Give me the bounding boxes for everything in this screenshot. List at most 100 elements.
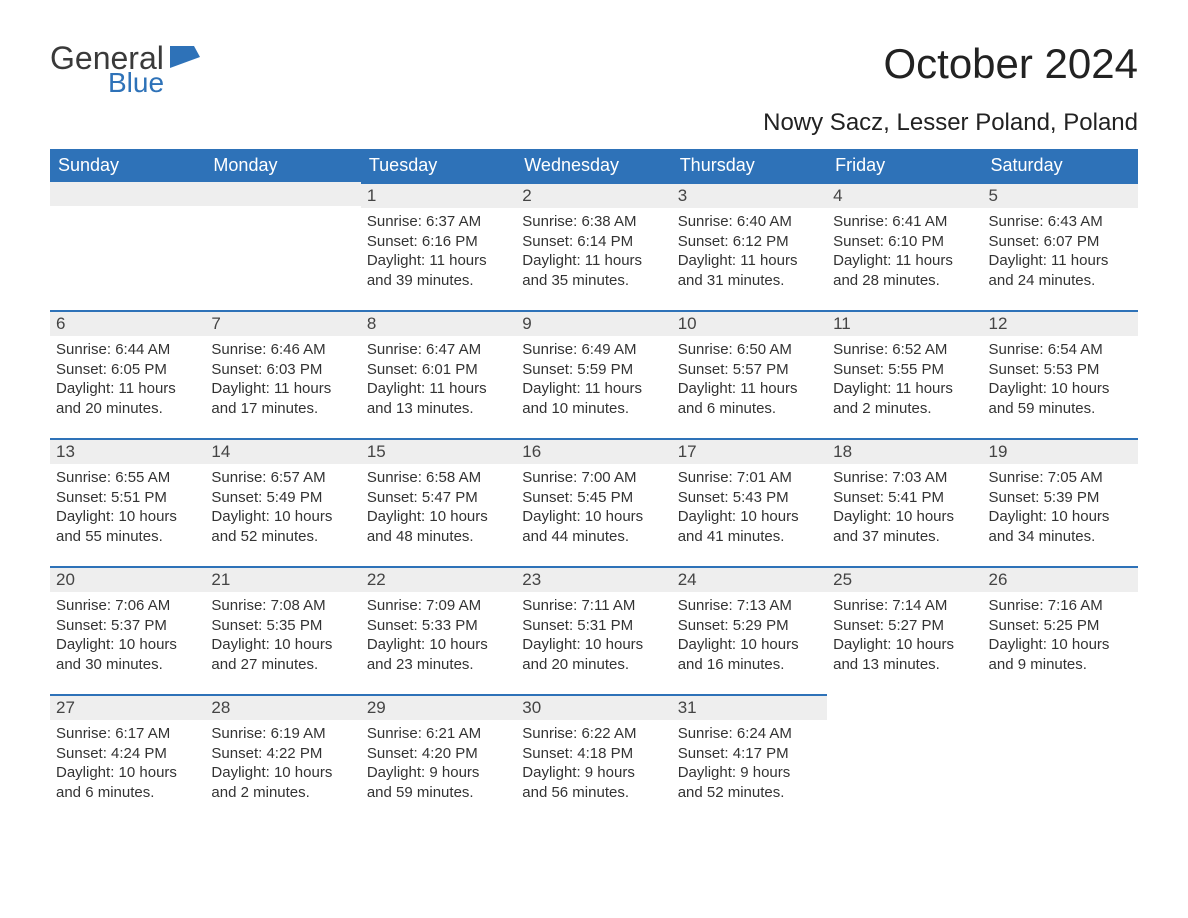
- day-sunrise: Sunrise: 6:38 AM: [522, 212, 665, 232]
- day-day2: and 44 minutes.: [522, 527, 665, 547]
- day-cell: 27Sunrise: 6:17 AMSunset: 4:24 PMDayligh…: [50, 694, 205, 822]
- day-day2: and 28 minutes.: [833, 271, 976, 291]
- day-day2: and 23 minutes.: [367, 655, 510, 675]
- day-day1: Daylight: 10 hours: [522, 635, 665, 655]
- day-body: Sunrise: 7:13 AMSunset: 5:29 PMDaylight:…: [672, 592, 827, 684]
- day-cell: 13Sunrise: 6:55 AMSunset: 5:51 PMDayligh…: [50, 438, 205, 566]
- day-body: Sunrise: 6:17 AMSunset: 4:24 PMDaylight:…: [50, 720, 205, 812]
- day-day2: and 6 minutes.: [678, 399, 821, 419]
- day-day1: Daylight: 10 hours: [522, 507, 665, 527]
- day-number: 6: [50, 312, 205, 336]
- day-sunrise: Sunrise: 6:17 AM: [56, 724, 199, 744]
- day-sunset: Sunset: 5:35 PM: [211, 616, 354, 636]
- day-sunrise: Sunrise: 6:40 AM: [678, 212, 821, 232]
- day-cell: 11Sunrise: 6:52 AMSunset: 5:55 PMDayligh…: [827, 310, 982, 438]
- day-number: 12: [983, 312, 1138, 336]
- day-body: Sunrise: 7:01 AMSunset: 5:43 PMDaylight:…: [672, 464, 827, 556]
- day-body: Sunrise: 6:21 AMSunset: 4:20 PMDaylight:…: [361, 720, 516, 812]
- day-number: 29: [361, 696, 516, 720]
- day-number: 19: [983, 440, 1138, 464]
- day-day2: and 35 minutes.: [522, 271, 665, 291]
- day-body: Sunrise: 6:57 AMSunset: 5:49 PMDaylight:…: [205, 464, 360, 556]
- day-number: 9: [516, 312, 671, 336]
- day-sunset: Sunset: 5:47 PM: [367, 488, 510, 508]
- day-number: 24: [672, 568, 827, 592]
- weekday-header: Friday: [827, 149, 982, 182]
- day-body: Sunrise: 7:06 AMSunset: 5:37 PMDaylight:…: [50, 592, 205, 684]
- day-day2: and 17 minutes.: [211, 399, 354, 419]
- day-cell: 3Sunrise: 6:40 AMSunset: 6:12 PMDaylight…: [672, 182, 827, 310]
- day-cell: 10Sunrise: 6:50 AMSunset: 5:57 PMDayligh…: [672, 310, 827, 438]
- day-day2: and 34 minutes.: [989, 527, 1132, 547]
- day-body: Sunrise: 6:37 AMSunset: 6:16 PMDaylight:…: [361, 208, 516, 300]
- day-cell: 7Sunrise: 6:46 AMSunset: 6:03 PMDaylight…: [205, 310, 360, 438]
- day-day1: Daylight: 10 hours: [56, 763, 199, 783]
- day-day1: Daylight: 11 hours: [522, 251, 665, 271]
- day-day2: and 39 minutes.: [367, 271, 510, 291]
- day-sunset: Sunset: 6:16 PM: [367, 232, 510, 252]
- day-sunset: Sunset: 5:43 PM: [678, 488, 821, 508]
- day-body: Sunrise: 7:00 AMSunset: 5:45 PMDaylight:…: [516, 464, 671, 556]
- day-day2: and 6 minutes.: [56, 783, 199, 803]
- day-sunrise: Sunrise: 6:22 AM: [522, 724, 665, 744]
- day-sunset: Sunset: 5:25 PM: [989, 616, 1132, 636]
- day-day2: and 31 minutes.: [678, 271, 821, 291]
- day-number: 13: [50, 440, 205, 464]
- day-day2: and 2 minutes.: [211, 783, 354, 803]
- day-sunrise: Sunrise: 7:13 AM: [678, 596, 821, 616]
- day-day2: and 16 minutes.: [678, 655, 821, 675]
- day-number: 4: [827, 184, 982, 208]
- day-cell: 6Sunrise: 6:44 AMSunset: 6:05 PMDaylight…: [50, 310, 205, 438]
- day-number: 25: [827, 568, 982, 592]
- day-sunset: Sunset: 6:05 PM: [56, 360, 199, 380]
- day-day1: Daylight: 9 hours: [522, 763, 665, 783]
- day-sunrise: Sunrise: 6:43 AM: [989, 212, 1132, 232]
- day-sunset: Sunset: 5:57 PM: [678, 360, 821, 380]
- day-sunset: Sunset: 4:18 PM: [522, 744, 665, 764]
- day-day1: Daylight: 11 hours: [367, 251, 510, 271]
- day-day1: Daylight: 11 hours: [367, 379, 510, 399]
- title-block: October 2024: [883, 40, 1138, 88]
- day-sunrise: Sunrise: 6:49 AM: [522, 340, 665, 360]
- day-body: Sunrise: 6:41 AMSunset: 6:10 PMDaylight:…: [827, 208, 982, 300]
- day-day2: and 2 minutes.: [833, 399, 976, 419]
- day-day2: and 56 minutes.: [522, 783, 665, 803]
- day-day1: Daylight: 10 hours: [211, 635, 354, 655]
- day-sunset: Sunset: 5:33 PM: [367, 616, 510, 636]
- day-sunset: Sunset: 5:39 PM: [989, 488, 1132, 508]
- week-row: 20Sunrise: 7:06 AMSunset: 5:37 PMDayligh…: [50, 566, 1138, 694]
- day-sunrise: Sunrise: 6:50 AM: [678, 340, 821, 360]
- day-day1: Daylight: 11 hours: [211, 379, 354, 399]
- day-sunset: Sunset: 6:12 PM: [678, 232, 821, 252]
- day-sunset: Sunset: 6:07 PM: [989, 232, 1132, 252]
- day-cell: 12Sunrise: 6:54 AMSunset: 5:53 PMDayligh…: [983, 310, 1138, 438]
- day-number: 21: [205, 568, 360, 592]
- day-body: Sunrise: 7:14 AMSunset: 5:27 PMDaylight:…: [827, 592, 982, 684]
- day-day2: and 27 minutes.: [211, 655, 354, 675]
- day-day2: and 30 minutes.: [56, 655, 199, 675]
- day-cell: 17Sunrise: 7:01 AMSunset: 5:43 PMDayligh…: [672, 438, 827, 566]
- day-cell: 8Sunrise: 6:47 AMSunset: 6:01 PMDaylight…: [361, 310, 516, 438]
- empty-daynum-bar: [205, 182, 360, 206]
- day-sunset: Sunset: 4:22 PM: [211, 744, 354, 764]
- day-sunrise: Sunrise: 6:55 AM: [56, 468, 199, 488]
- day-sunset: Sunset: 6:01 PM: [367, 360, 510, 380]
- day-sunset: Sunset: 5:27 PM: [833, 616, 976, 636]
- day-day1: Daylight: 10 hours: [367, 635, 510, 655]
- day-cell: 9Sunrise: 6:49 AMSunset: 5:59 PMDaylight…: [516, 310, 671, 438]
- day-day2: and 59 minutes.: [989, 399, 1132, 419]
- day-sunrise: Sunrise: 6:47 AM: [367, 340, 510, 360]
- day-day2: and 55 minutes.: [56, 527, 199, 547]
- day-body: Sunrise: 6:54 AMSunset: 5:53 PMDaylight:…: [983, 336, 1138, 428]
- day-sunrise: Sunrise: 7:01 AM: [678, 468, 821, 488]
- day-cell: 15Sunrise: 6:58 AMSunset: 5:47 PMDayligh…: [361, 438, 516, 566]
- day-body: Sunrise: 6:40 AMSunset: 6:12 PMDaylight:…: [672, 208, 827, 300]
- day-cell: 20Sunrise: 7:06 AMSunset: 5:37 PMDayligh…: [50, 566, 205, 694]
- day-sunrise: Sunrise: 6:41 AM: [833, 212, 976, 232]
- day-cell: 18Sunrise: 7:03 AMSunset: 5:41 PMDayligh…: [827, 438, 982, 566]
- day-body: Sunrise: 7:08 AMSunset: 5:35 PMDaylight:…: [205, 592, 360, 684]
- day-number: 3: [672, 184, 827, 208]
- logo: General Blue: [50, 40, 200, 99]
- day-number: 26: [983, 568, 1138, 592]
- day-day1: Daylight: 10 hours: [989, 379, 1132, 399]
